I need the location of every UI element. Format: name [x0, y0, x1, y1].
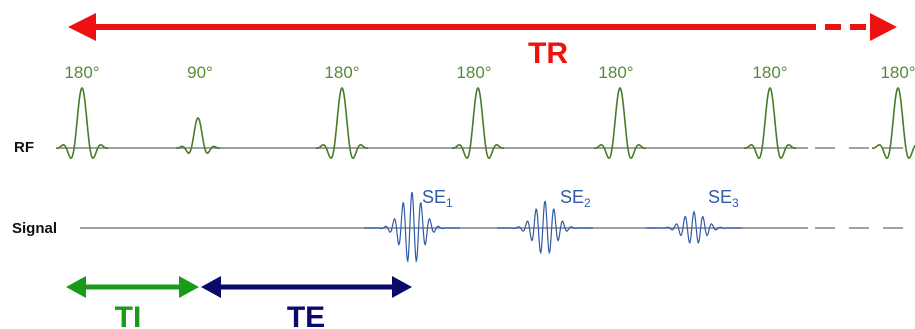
te-label: TE	[287, 301, 325, 329]
rf-pulse-180: 180°	[451, 63, 505, 160]
ti-arrow-left-head	[66, 276, 86, 298]
te-arrow-left-head	[201, 276, 221, 298]
ti-label: TI	[115, 301, 142, 329]
signal-row-label: Signal	[12, 220, 57, 237]
spin-echo: SE3	[646, 187, 742, 244]
rf-pulse-180: 180°	[593, 63, 647, 160]
rf-pulse-waveform	[175, 117, 221, 154]
rf-pulse-label: 180°	[752, 63, 787, 82]
rf-pulse-180: 180°	[871, 63, 915, 160]
tr-arrow: TR	[68, 13, 897, 70]
spin-echo: SE1	[364, 187, 460, 264]
rf-pulse-label: 180°	[598, 63, 633, 82]
rf-pulse-waveform	[55, 86, 109, 160]
rf-pulse-90: 90°	[175, 63, 221, 154]
rf-pulse-180: 180°	[315, 63, 369, 160]
rf-pulse-waveform	[593, 86, 647, 160]
rf-pulse-label: 180°	[456, 63, 491, 82]
rf-pulse-label: 180°	[64, 63, 99, 82]
rf-pulse-label: 90°	[187, 63, 213, 82]
te-interval: TE	[201, 276, 412, 329]
te-arrow-right-head	[392, 276, 412, 298]
rf-pulse-waveform	[315, 86, 369, 160]
spin-echo-label: SE2	[560, 187, 591, 210]
tr-arrow-left-head	[68, 13, 96, 41]
rf-pulses: 180° 90° 180° 180° 180° 180° 180°	[55, 63, 915, 160]
rf-pulse-180: 180°	[55, 63, 109, 160]
spin-echo: SE2	[497, 187, 593, 255]
ti-arrow-right-head	[179, 276, 199, 298]
spin-echo-label: SE1	[422, 187, 453, 210]
spin-echo-label: SE3	[708, 187, 739, 210]
rf-pulse-waveform	[743, 86, 797, 160]
rf-pulse-waveform	[451, 86, 505, 160]
tr-label: TR	[528, 37, 568, 70]
rf-pulse-label: 180°	[880, 63, 915, 82]
spin-echo-waveform	[497, 200, 593, 255]
rf-pulse-waveform	[871, 86, 915, 160]
spin-echo-waveform	[646, 210, 742, 244]
spin-echoes: SE1 SE2 SE3	[364, 187, 742, 264]
rf-pulse-label: 180°	[324, 63, 359, 82]
rf-pulse-180: 180°	[743, 63, 797, 160]
tr-arrow-right-head	[870, 13, 897, 41]
rf-row-label: RF	[14, 139, 34, 156]
ti-interval: TI	[66, 276, 199, 329]
spin-echo-waveform	[364, 191, 460, 264]
